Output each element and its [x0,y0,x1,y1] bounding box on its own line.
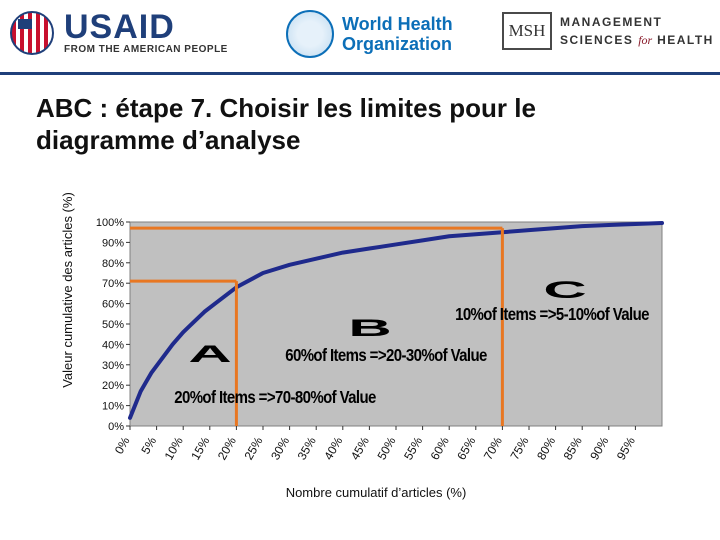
category-note: 20%of Items =>70-80%of Value [174,388,376,407]
x-tick-label: 0% [112,434,133,456]
curve-point [447,234,451,238]
msh-line1: MANAGEMENT [560,15,663,29]
category-letter: A [188,340,231,367]
curve-point [660,221,664,225]
x-tick-label: 85% [561,434,585,462]
y-tick-label: 10% [102,401,124,413]
category-letter: B [348,314,391,341]
category-note: 60%of Items =>20-30%of Value [285,346,487,365]
x-tick-label: 30% [268,434,292,462]
curve-point [633,222,638,226]
msh-mark: MSH [502,12,552,50]
curve-point [607,223,611,227]
y-tick-label: 20% [102,380,124,392]
curve-point [527,228,531,232]
curve-point [149,371,153,375]
x-tick-label: 35% [295,434,319,462]
curve-point [474,232,478,236]
category-letter: C [543,276,586,303]
x-axis-title: Nombre cumulatif d’articles (%) [286,485,467,500]
y-tick-label: 90% [102,237,124,249]
curve-point [314,257,318,261]
y-tick-label: 50% [102,319,124,331]
x-tick-label: 95% [614,434,638,462]
x-tick-label: 90% [587,434,611,462]
curve-point [580,224,584,228]
y-tick-label: 30% [102,360,124,372]
x-tick-label: 45% [348,434,372,462]
category-note: 10%of Items =>5-10%of Value [455,305,649,324]
curve-point [213,302,217,306]
msh-line2: SCIENCES for HEALTH [560,31,714,49]
curve-point [202,310,207,314]
curve-point [128,416,132,420]
who-line1: World Health [342,14,453,34]
x-tick-label: 40% [321,434,345,462]
curve-point [224,293,228,298]
x-tick-label: 80% [534,434,558,462]
curve-point [192,320,196,324]
x-tick-label: 15% [188,434,212,462]
who-logo: World Health Organization [286,10,453,58]
msh-line2c: HEALTH [657,33,714,47]
curve-point [554,226,558,230]
curve-point [341,251,345,255]
x-tick-label: 70% [481,434,505,462]
msh-line2a: SCIENCES [560,33,634,47]
x-tick-label: 50% [374,434,398,462]
msh-line2b: for [638,33,653,47]
msh-logo: MSH MANAGEMENT SCIENCES for HEALTH [502,12,714,50]
x-tick-label: 5% [138,434,159,456]
y-tick-label: 100% [96,217,124,229]
x-tick-label: 55% [401,434,425,462]
y-tick-label: 60% [102,299,124,311]
header-divider [0,72,720,75]
y-tick-label: 70% [102,278,124,290]
x-tick-label: 20% [215,434,239,462]
curve-point [160,357,164,361]
slide-title: ABC : étape 7. Choisir les limites pour … [36,93,536,155]
curve-point [181,330,185,334]
y-axis-title: Valeur cumulative des articles (%) [60,192,75,388]
curve-point [421,238,425,242]
y-tick-label: 0% [108,421,124,433]
who-emblem-icon [286,10,334,58]
who-line2: Organization [342,34,453,54]
usaid-name: USAID [64,8,175,46]
x-tick-label: 60% [428,434,452,462]
y-tick-label: 40% [102,339,124,351]
usaid-seal-icon [10,10,54,55]
curve-point [261,271,265,275]
curve-point [139,389,143,393]
header-bar: USAID FROM THE AMERICAN PEOPLE World Hea… [0,0,720,72]
usaid-tagline: FROM THE AMERICAN PEOPLE [64,44,228,55]
curve-point [288,263,292,267]
x-tick-label: 65% [454,434,478,462]
x-tick-label: 75% [507,434,531,462]
curve-point [170,342,175,346]
curve-point [367,246,371,251]
x-tick-label: 10% [162,434,186,462]
x-tick-label: 25% [241,434,265,462]
y-tick-label: 80% [102,258,124,270]
usaid-logo: USAID FROM THE AMERICAN PEOPLE [10,10,228,55]
curve-point [394,242,398,247]
